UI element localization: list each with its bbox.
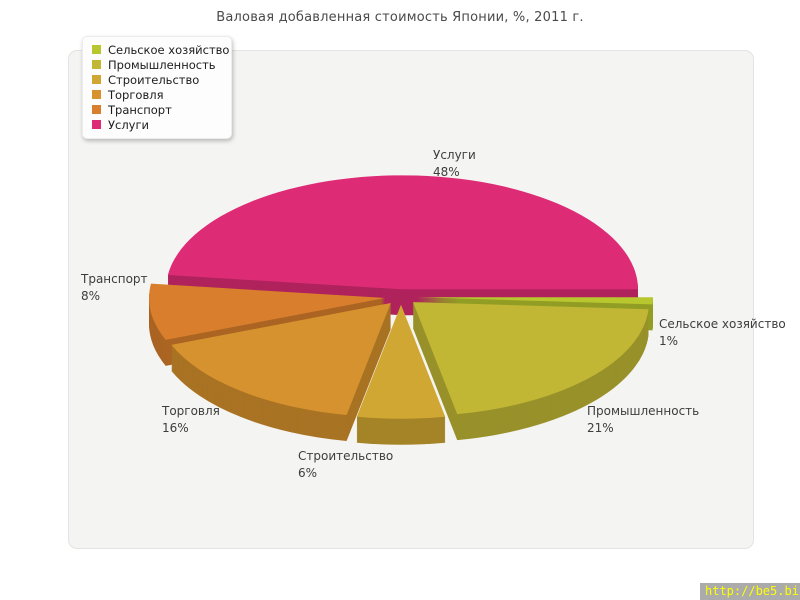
pie-label-percent: 1%	[659, 334, 679, 348]
pie-label-name: Торговля	[162, 404, 220, 418]
legend-label: Услуги	[108, 117, 150, 132]
pie-label-transport: Транспорт 8%	[81, 271, 148, 305]
pie-label-agriculture: Сельское хозяйство 1%	[659, 316, 786, 350]
pie-slice-industry	[413, 302, 649, 415]
legend-swatch-icon	[92, 120, 101, 129]
legend-swatch-icon	[92, 45, 101, 54]
pie-label-services: Услуги 48%	[433, 147, 476, 181]
legend-item-construction: Строительство	[92, 72, 223, 87]
pie-slice-trade	[171, 302, 391, 415]
pie-label-percent: 6%	[298, 466, 318, 480]
pie-label-percent: 21%	[587, 421, 614, 435]
pie-label-name: Транспорт	[81, 272, 148, 286]
legend-label: Торговля	[108, 87, 164, 102]
legend-swatch-icon	[92, 60, 101, 69]
pie-label-percent: 16%	[162, 421, 189, 435]
pie-label-name: Строительство	[298, 449, 394, 463]
pie-label-name: Промышленность	[587, 404, 700, 418]
pie-label-percent: 8%	[81, 289, 101, 303]
legend-item-transport: Транспорт	[92, 102, 223, 117]
legend-label: Сельское хозяйство	[108, 42, 230, 57]
legend-label: Строительство	[108, 72, 200, 87]
pie-label-percent: 48%	[433, 165, 460, 179]
legend-item-agriculture: Сельское хозяйство	[92, 42, 229, 57]
pie-label-name: Сельское хозяйство	[659, 317, 786, 331]
pie-label-trade: Торговля 16%	[162, 403, 220, 437]
legend-label: Транспорт	[108, 102, 172, 117]
pie-slice-services	[167, 175, 638, 290]
legend-item-services: Услуги	[92, 117, 223, 132]
legend-swatch-icon	[92, 105, 101, 114]
pie-slice-construction	[356, 304, 446, 419]
legend-label: Промышленность	[108, 57, 216, 72]
legend-item-industry: Промышленность	[92, 57, 223, 72]
legend-swatch-icon	[92, 90, 101, 99]
pie-slice-agriculture	[416, 297, 653, 305]
pie-label-industry: Промышленность 21%	[587, 403, 699, 437]
legend-box: Сельское хозяйство Промышленность Строител…	[82, 36, 232, 139]
legend-swatch-icon	[92, 75, 101, 84]
pie-slice-transport	[149, 283, 386, 340]
chart-title: Валовая добавленная стоимость Японии, %,…	[216, 10, 584, 25]
pie-label-construction: Строительство 6%	[298, 448, 393, 482]
pie-label-name: Услуги	[433, 148, 476, 162]
watermark-url: http://be5.biz/	[700, 583, 800, 600]
legend-item-trade: Торговля	[92, 87, 223, 102]
